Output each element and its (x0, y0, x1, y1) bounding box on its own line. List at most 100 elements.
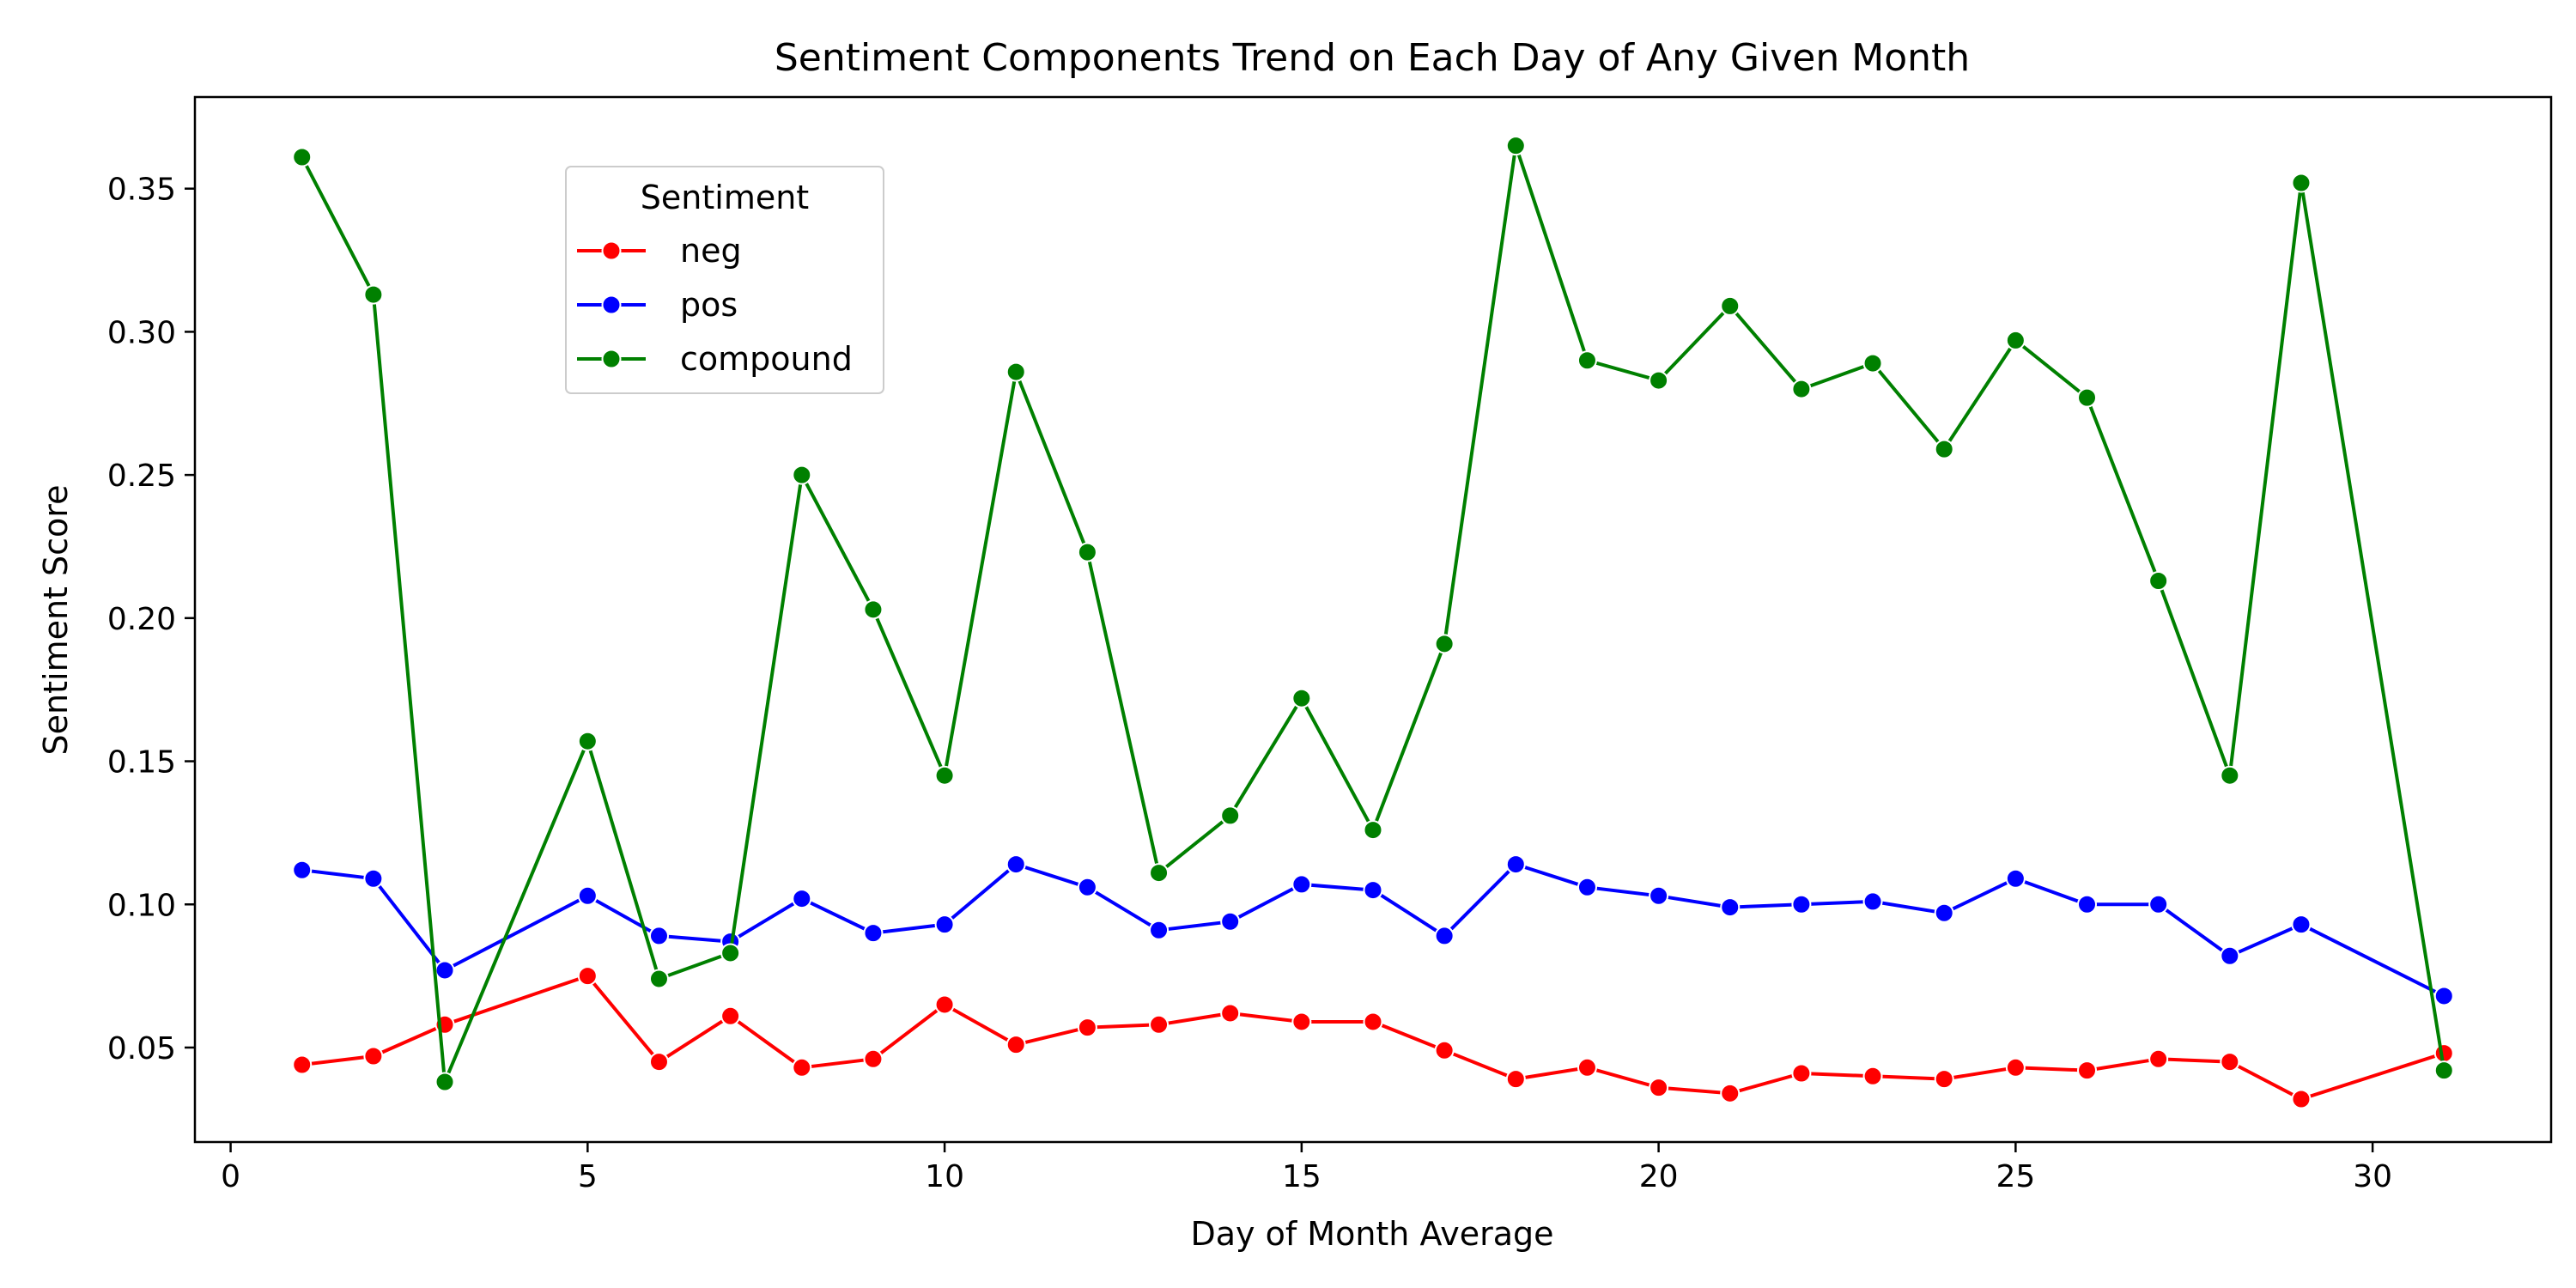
data-point-pos (863, 923, 884, 944)
data-point-compound (1649, 370, 1669, 391)
data-point-pos (1077, 877, 1097, 897)
x-tick-label: 25 (1996, 1159, 2035, 1194)
data-point-neg (648, 1052, 669, 1072)
data-point-compound (1862, 353, 1883, 374)
data-point-pos (1649, 885, 1669, 906)
data-point-pos (1220, 911, 1241, 932)
x-tick-label: 15 (1282, 1159, 1321, 1194)
data-point-neg (1505, 1069, 1526, 1090)
data-point-pos (363, 868, 384, 889)
data-point-neg (1149, 1014, 1170, 1035)
x-axis-ticks: 0 5 10 15 20 25 30 (221, 1142, 2392, 1194)
x-tick-label: 10 (925, 1159, 964, 1194)
data-point-compound (1291, 688, 1312, 708)
x-tick-label: 5 (578, 1159, 598, 1194)
data-point-pos (1005, 854, 1026, 875)
y-tick-label: 0.15 (107, 745, 176, 781)
data-point-compound (2077, 387, 2098, 408)
data-point-neg (1934, 1069, 1954, 1090)
data-point-compound (1791, 379, 1812, 399)
data-point-pos (1791, 894, 1812, 914)
data-point-compound (1363, 820, 1383, 841)
y-tick-label: 0.20 (107, 602, 176, 637)
data-point-compound (363, 284, 384, 305)
data-point-pos (1363, 880, 1383, 901)
plot-marks (292, 136, 2454, 1109)
data-point-pos (2220, 945, 2240, 966)
legend-marker (601, 240, 622, 261)
y-axis-label: Sentiment Score (37, 485, 75, 756)
series-compound (292, 136, 2454, 1092)
legend-title: Sentiment (641, 179, 809, 216)
data-point-neg (2291, 1089, 2312, 1109)
data-point-compound (792, 465, 812, 485)
plot-frame (193, 95, 2553, 1144)
data-point-neg (863, 1048, 884, 1069)
y-tick-label: 0.25 (107, 459, 176, 494)
legend-entry-compound: compound (577, 340, 853, 378)
data-point-pos (2433, 986, 2454, 1006)
data-point-compound (1077, 542, 1097, 562)
data-point-neg (292, 1054, 313, 1075)
data-point-neg (1291, 1012, 1312, 1032)
data-point-pos (792, 889, 812, 909)
legend-label: pos (680, 286, 738, 324)
data-point-neg (1005, 1035, 1026, 1055)
data-point-neg (2148, 1048, 2169, 1069)
data-point-compound (1434, 634, 1455, 654)
data-point-neg (1862, 1066, 1883, 1086)
legend-box (565, 166, 884, 394)
data-point-compound (720, 943, 741, 963)
data-point-compound (434, 1072, 455, 1092)
data-point-compound (1577, 350, 1597, 371)
data-point-pos (2148, 894, 2169, 914)
data-point-pos (2077, 894, 2098, 914)
data-point-neg (1791, 1063, 1812, 1084)
x-tick-label: 30 (2353, 1159, 2392, 1194)
data-point-neg (1363, 1012, 1383, 1032)
data-point-compound (1149, 863, 1170, 884)
legend-entries: neg pos compound (577, 232, 853, 378)
legend-entry-neg: neg (577, 232, 742, 270)
series-neg (292, 966, 2454, 1109)
data-point-neg (720, 1005, 741, 1026)
data-point-pos (934, 914, 955, 935)
data-point-compound (2220, 765, 2240, 786)
legend: Sentiment neg pos compound (565, 166, 884, 394)
data-point-neg (2220, 1052, 2240, 1072)
data-point-pos (1862, 891, 1883, 912)
data-point-neg (1434, 1040, 1455, 1060)
data-point-pos (1291, 874, 1312, 895)
data-point-pos (648, 926, 669, 946)
data-point-pos (434, 960, 455, 981)
data-point-pos (1505, 854, 1526, 875)
series-pos (292, 854, 2454, 1006)
data-point-neg (577, 966, 598, 987)
legend-entry-pos: pos (577, 286, 738, 324)
x-axis-label: Day of Month Average (1190, 1215, 1553, 1253)
data-point-neg (363, 1046, 384, 1066)
data-point-compound (1505, 136, 1526, 156)
data-point-neg (1077, 1018, 1097, 1038)
data-point-compound (648, 969, 669, 989)
data-point-pos (577, 885, 598, 906)
data-point-pos (1577, 877, 1597, 897)
y-tick-label: 0.05 (107, 1031, 176, 1066)
data-point-pos (292, 860, 313, 880)
data-point-neg (1220, 1003, 1241, 1024)
data-point-pos (1149, 920, 1170, 940)
data-point-compound (577, 731, 598, 751)
data-point-pos (1434, 926, 1455, 946)
data-point-neg (2005, 1057, 2026, 1078)
x-tick-label: 20 (1639, 1159, 1679, 1194)
x-tick-label: 0 (221, 1159, 240, 1194)
legend-label: neg (680, 232, 742, 270)
data-point-compound (2433, 1060, 2454, 1081)
data-point-neg (792, 1057, 812, 1078)
data-point-pos (1934, 902, 1954, 923)
data-point-compound (2291, 173, 2312, 193)
data-point-neg (1649, 1078, 1669, 1098)
data-point-compound (863, 599, 884, 620)
legend-marker (601, 349, 622, 369)
data-point-neg (934, 994, 955, 1015)
